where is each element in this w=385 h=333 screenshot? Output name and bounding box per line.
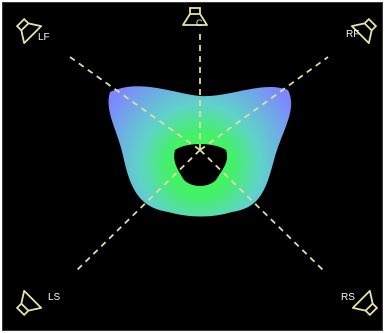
speaker-rf-label: RF — [346, 29, 360, 40]
guide-line-rf — [199, 56, 329, 151]
speaker-ls-icon[interactable] — [11, 289, 43, 321]
speaker-c-icon[interactable] — [182, 7, 208, 26]
guide-line-rs — [199, 149, 326, 273]
speaker-rs-icon[interactable] — [351, 289, 383, 321]
speaker-ls-label: LS — [48, 292, 61, 303]
guide-line-ls — [74, 149, 201, 273]
speaker-lf-icon[interactable] — [11, 13, 43, 45]
speaker-rs-label: RS — [341, 292, 355, 303]
listener-position-hole — [174, 144, 228, 186]
guide-line-lf — [69, 56, 201, 151]
speaker-c-label: C — [196, 18, 203, 28]
speaker-lf-label: LF — [38, 32, 50, 43]
speaker-guide-lines — [69, 30, 329, 273]
